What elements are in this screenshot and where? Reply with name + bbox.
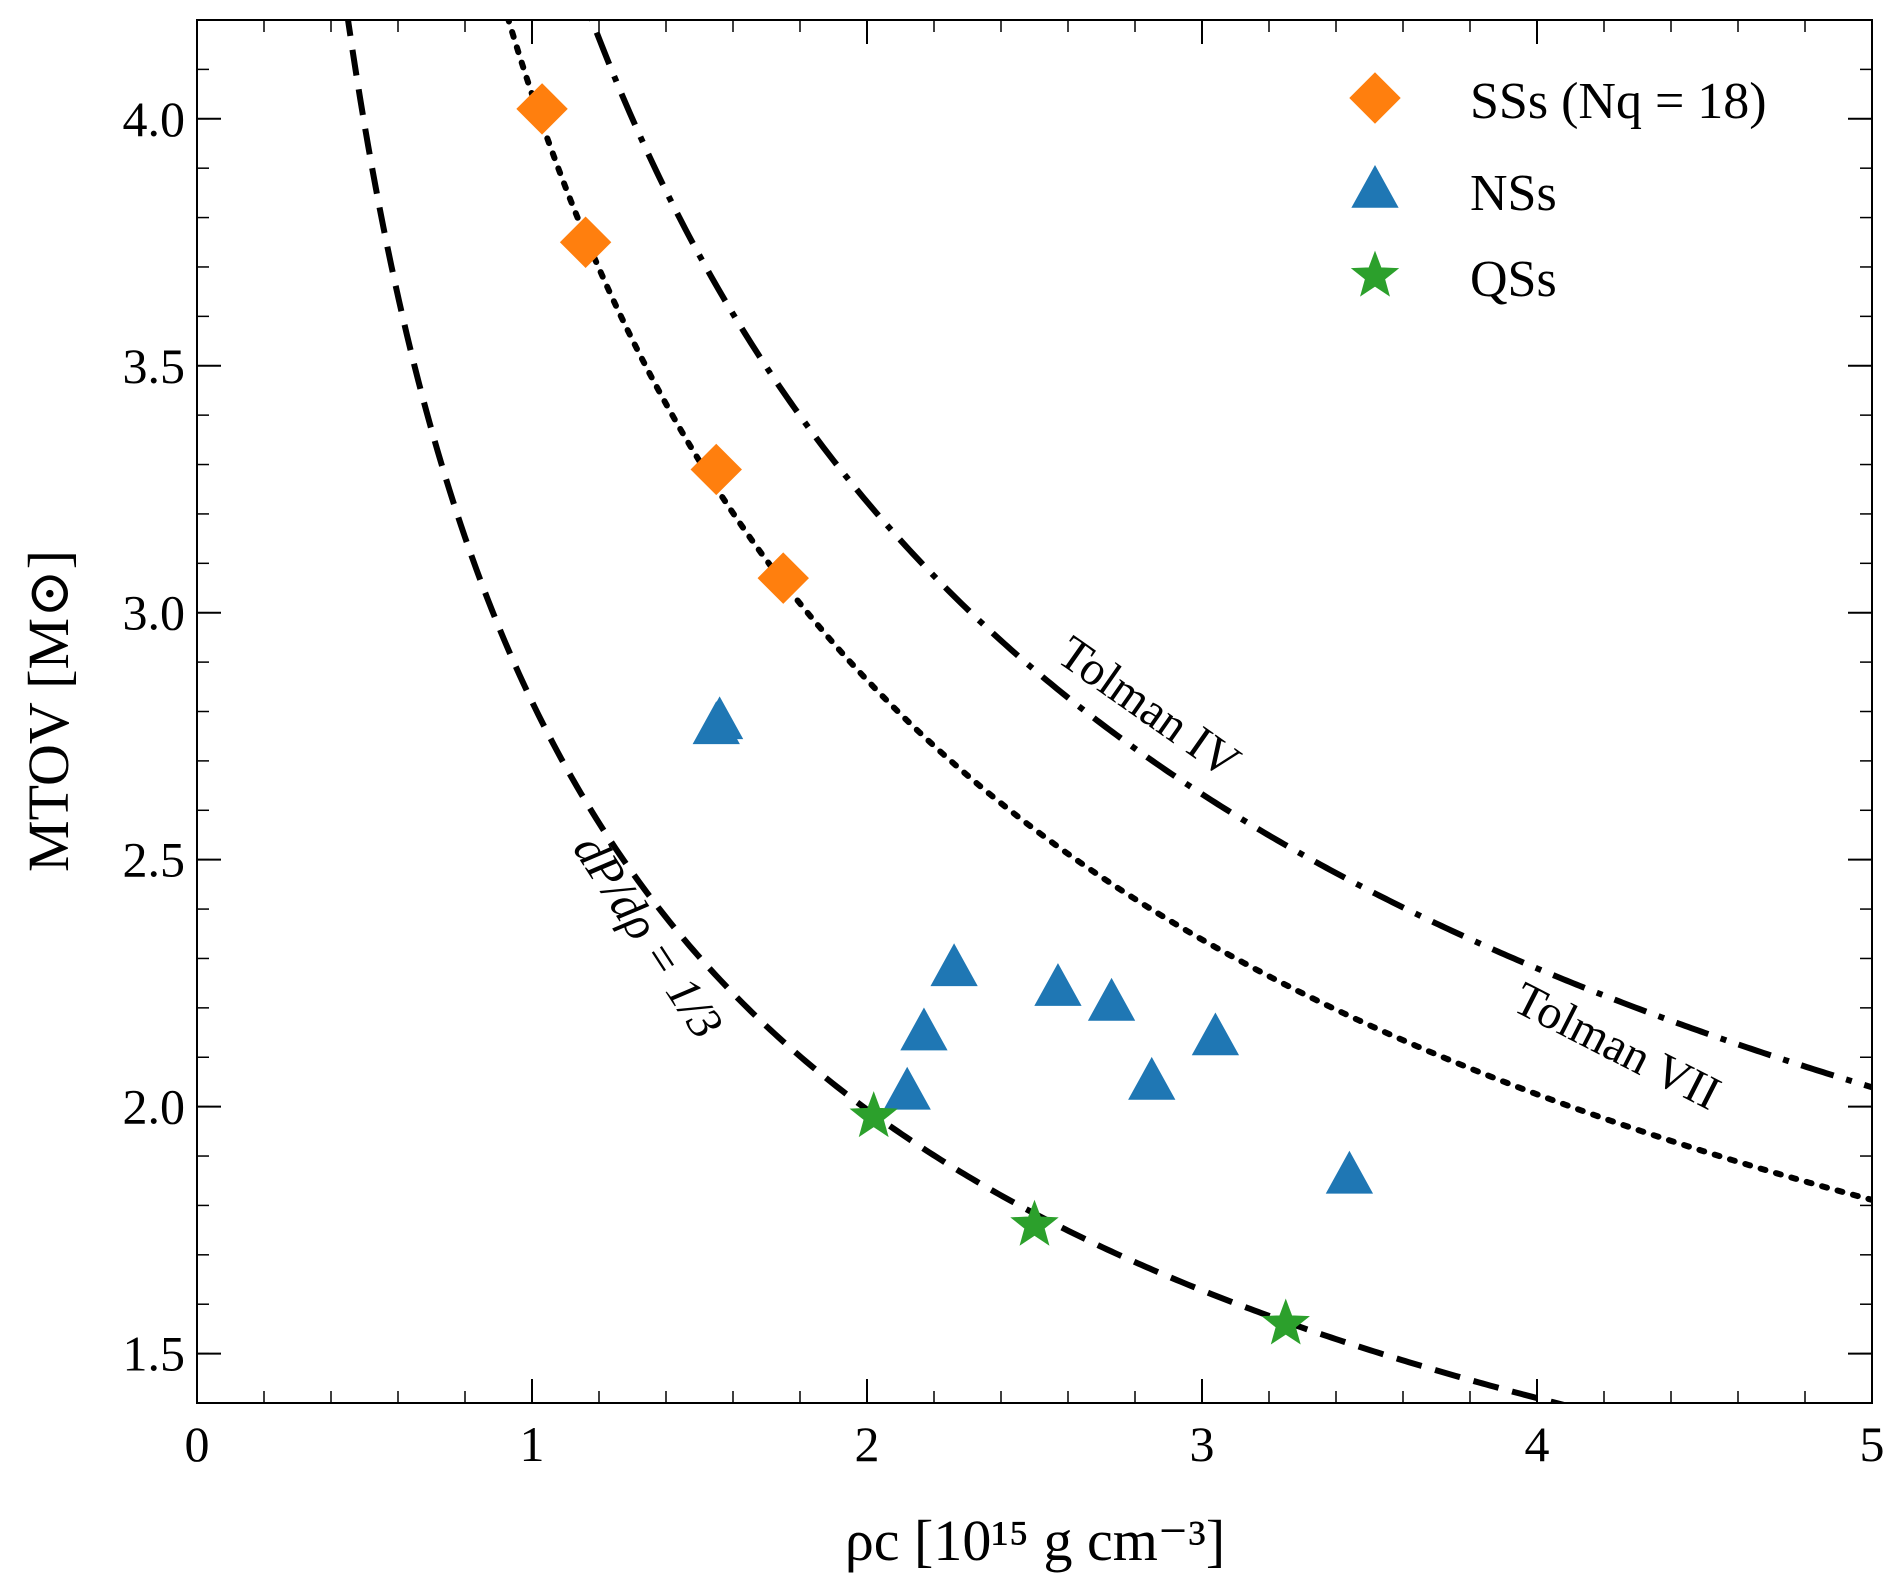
x-axis-title: ρc [10¹⁵ g cm⁻³] bbox=[845, 1508, 1225, 1573]
marker-nss bbox=[1325, 1150, 1374, 1194]
x-tick-label: 1 bbox=[520, 1416, 545, 1472]
x-tick-label: 2 bbox=[855, 1416, 880, 1472]
y-tick-label: 2.0 bbox=[123, 1079, 186, 1135]
marker-nss bbox=[883, 1066, 931, 1110]
marker-sss bbox=[516, 83, 568, 135]
legend-marker-sss-shape bbox=[1349, 72, 1401, 124]
axis-ticks bbox=[196, 19, 1873, 1404]
y-tick-label: 1.5 bbox=[123, 1326, 186, 1382]
marker-nss bbox=[1128, 1056, 1176, 1100]
y-tick-label: 3.5 bbox=[123, 338, 186, 394]
curve-dp-d-1-3 bbox=[345, 20, 1569, 1403]
legend-label-sss: SSs (Nq = 18) bbox=[1470, 73, 1767, 130]
marker-nss bbox=[692, 701, 740, 745]
marker-nss bbox=[900, 1007, 948, 1051]
marker-sss bbox=[757, 552, 809, 604]
plot-frame bbox=[196, 19, 1873, 1404]
data-markers bbox=[516, 83, 1374, 1345]
legend-marker-qss-shape bbox=[1350, 250, 1400, 297]
curve-label-tolman-vii: Tolman VII bbox=[1505, 972, 1728, 1121]
curve-tolman-vii bbox=[505, 20, 1872, 1203]
legend-label-nss: NSs bbox=[1470, 165, 1557, 222]
curve-label-dpdrho: dP/dρ = 1/3 bbox=[563, 825, 733, 1048]
marker-qss bbox=[1010, 1199, 1059, 1246]
legend-label-qss: QSs bbox=[1470, 251, 1557, 308]
marker-qss bbox=[849, 1091, 898, 1138]
legend-marker-nss-shape bbox=[1351, 164, 1399, 208]
legend-marker-qss bbox=[1350, 250, 1400, 297]
marker-sss bbox=[559, 216, 612, 268]
curve-tolman-iv bbox=[588, 20, 1872, 1091]
x-tick-label: 3 bbox=[1190, 1416, 1215, 1472]
tick-labels: 0 1 2 3 4 5 1.5 2.0 2.5 3.0 3.5 4.0 bbox=[123, 91, 1885, 1472]
x-tick-label: 4 bbox=[1525, 1416, 1550, 1472]
marker-qss bbox=[1261, 1298, 1310, 1345]
legend-marker-nss bbox=[1351, 164, 1399, 208]
marker-nss bbox=[930, 943, 978, 987]
legend: SSs (Nq = 18) NSs QSs bbox=[1349, 72, 1767, 308]
marker-nss bbox=[1087, 977, 1136, 1021]
reference-curves bbox=[345, 20, 1872, 1403]
marker-nss bbox=[1191, 1012, 1240, 1056]
y-tick-label: 4.0 bbox=[123, 91, 186, 147]
x-tick-label: 5 bbox=[1860, 1416, 1885, 1472]
marker-sss bbox=[690, 443, 742, 496]
marker-nss bbox=[1034, 963, 1082, 1006]
y-tick-label: 2.5 bbox=[123, 832, 186, 888]
y-axis-title: MTOV [M⊙] bbox=[16, 550, 81, 872]
legend-marker-sss bbox=[1349, 72, 1401, 124]
x-tick-label: 0 bbox=[185, 1416, 210, 1472]
y-tick-label: 3.0 bbox=[123, 585, 186, 641]
